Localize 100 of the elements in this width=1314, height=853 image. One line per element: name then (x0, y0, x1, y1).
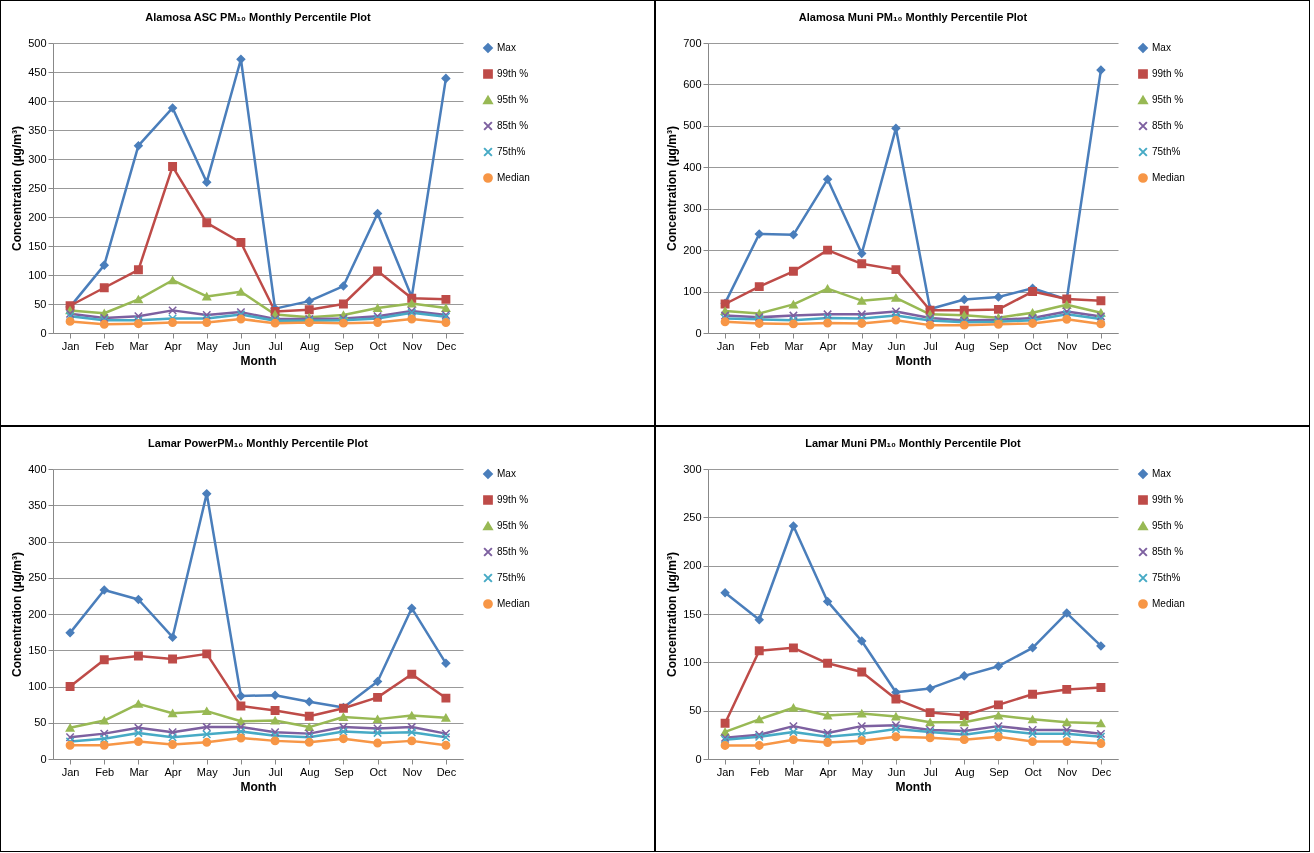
x-tick-label: Oct (369, 765, 387, 778)
chart-title: Lamar Muni PM₁₀ Monthly Percentile Plot (805, 437, 1022, 449)
x-tick-label: Jul (923, 339, 938, 352)
y-tick-label: 500 (28, 36, 47, 49)
x-tick-label: May (196, 339, 219, 352)
y-tick-label: 150 (28, 643, 47, 656)
y-tick-label: 0 (695, 752, 702, 765)
legend-label: 95th % (1152, 94, 1184, 105)
legend-label: 95th % (1152, 520, 1184, 531)
y-tick-label: 100 (683, 285, 702, 298)
chart-title: Lamar PowerPM₁₀ Monthly Percentile Plot (148, 437, 369, 449)
legend-label: 75th% (497, 572, 526, 583)
y-tick-label: 700 (683, 36, 702, 49)
y-tick-label: 400 (683, 160, 702, 173)
x-tick-label: Sep (334, 339, 354, 352)
legend-label: 85th % (497, 120, 529, 131)
x-tick-label: Dec (1091, 765, 1112, 778)
y-tick-label: 300 (683, 462, 702, 475)
legend-label: Max (497, 468, 516, 479)
x-tick-label: Aug (299, 339, 320, 352)
x-tick-label: Feb (95, 765, 115, 778)
x-tick-label: Jun (232, 765, 251, 778)
y-tick-label: 300 (683, 202, 702, 215)
x-tick-label: Jan (61, 765, 80, 778)
y-axis-title: Concentration (µg/m³) (10, 126, 25, 251)
x-tick-label: May (851, 339, 874, 352)
y-tick-label: 350 (28, 498, 47, 511)
y-tick-label: 400 (28, 462, 47, 475)
x-tick-label: Nov (1057, 765, 1078, 778)
x-tick-label: Oct (1024, 339, 1042, 352)
x-tick-label: Nov (402, 339, 423, 352)
x-tick-label: Apr (164, 765, 182, 778)
legend-label: 99th % (497, 68, 529, 79)
x-tick-label: Jan (716, 339, 735, 352)
legend-label: 85th % (1152, 120, 1184, 131)
y-tick-label: 600 (683, 77, 702, 90)
legend-label: 75th% (1152, 572, 1181, 583)
x-tick-label: Mar (129, 765, 149, 778)
y-tick-label: 250 (683, 510, 702, 523)
x-tick-label: May (851, 765, 874, 778)
y-tick-label: 0 (40, 326, 47, 339)
x-tick-label: Sep (989, 339, 1009, 352)
y-tick-label: 50 (34, 716, 47, 729)
legend-label: 99th % (1152, 494, 1184, 505)
legend-label: Median (497, 172, 530, 183)
y-axis-title: Concentration (µg/m³) (10, 552, 25, 677)
y-tick-label: 0 (40, 752, 47, 765)
legend-label: 99th % (1152, 68, 1184, 79)
x-axis-title: Month (895, 779, 932, 794)
x-tick-label: Dec (436, 339, 457, 352)
y-tick-label: 200 (28, 607, 47, 620)
x-axis-title: Month (240, 353, 277, 368)
legend-label: Max (1152, 468, 1171, 479)
legend-label: Median (1152, 172, 1185, 183)
chart-title: Alamosa Muni PM₁₀ Monthly Percentile Plot (798, 11, 1028, 23)
x-tick-label: Jul (268, 339, 283, 352)
y-tick-label: 200 (683, 243, 702, 256)
x-tick-label: Jul (268, 765, 283, 778)
legend-label: 75th% (1152, 146, 1181, 157)
legend-label: 75th% (497, 146, 526, 157)
legend-label: 85th % (497, 546, 529, 557)
y-tick-label: 150 (28, 239, 47, 252)
x-tick-label: Nov (402, 765, 423, 778)
x-tick-label: Feb (750, 765, 770, 778)
x-tick-label: Jan (716, 765, 735, 778)
x-tick-label: Dec (1091, 339, 1112, 352)
x-tick-label: May (196, 765, 219, 778)
x-tick-label: Sep (334, 765, 354, 778)
x-tick-label: Feb (750, 339, 770, 352)
y-tick-label: 100 (28, 268, 47, 281)
y-tick-label: 500 (683, 119, 702, 132)
legend-label: 99th % (497, 494, 529, 505)
x-tick-label: Dec (436, 765, 457, 778)
x-tick-label: Aug (954, 765, 975, 778)
x-tick-label: Sep (989, 765, 1009, 778)
x-tick-label: Mar (784, 339, 804, 352)
x-tick-label: Aug (954, 339, 975, 352)
y-tick-label: 300 (28, 152, 47, 165)
legend-label: 95th % (497, 520, 529, 531)
x-tick-label: Apr (819, 339, 837, 352)
x-tick-label: Mar (129, 339, 149, 352)
x-tick-label: Jun (232, 339, 251, 352)
x-tick-label: Jun (887, 765, 906, 778)
y-tick-label: 250 (28, 571, 47, 584)
x-tick-label: Apr (819, 765, 837, 778)
y-tick-label: 200 (683, 559, 702, 572)
legend-label: Max (497, 42, 516, 53)
y-tick-label: 300 (28, 535, 47, 547)
y-tick-label: 0 (695, 326, 702, 339)
y-tick-label: 50 (34, 297, 47, 310)
y-tick-label: 100 (28, 680, 47, 692)
legend-label: 95th % (497, 94, 529, 105)
x-tick-label: Jul (923, 765, 938, 778)
x-tick-label: Feb (95, 339, 115, 352)
x-tick-label: Nov (1057, 339, 1078, 352)
y-axis-title: Concentration (µg/m³) (665, 126, 680, 251)
y-tick-label: 150 (683, 607, 702, 620)
y-tick-label: 50 (689, 704, 702, 717)
y-tick-label: 250 (28, 181, 47, 194)
y-axis-title: Concentration (µg/m³) (665, 552, 680, 677)
